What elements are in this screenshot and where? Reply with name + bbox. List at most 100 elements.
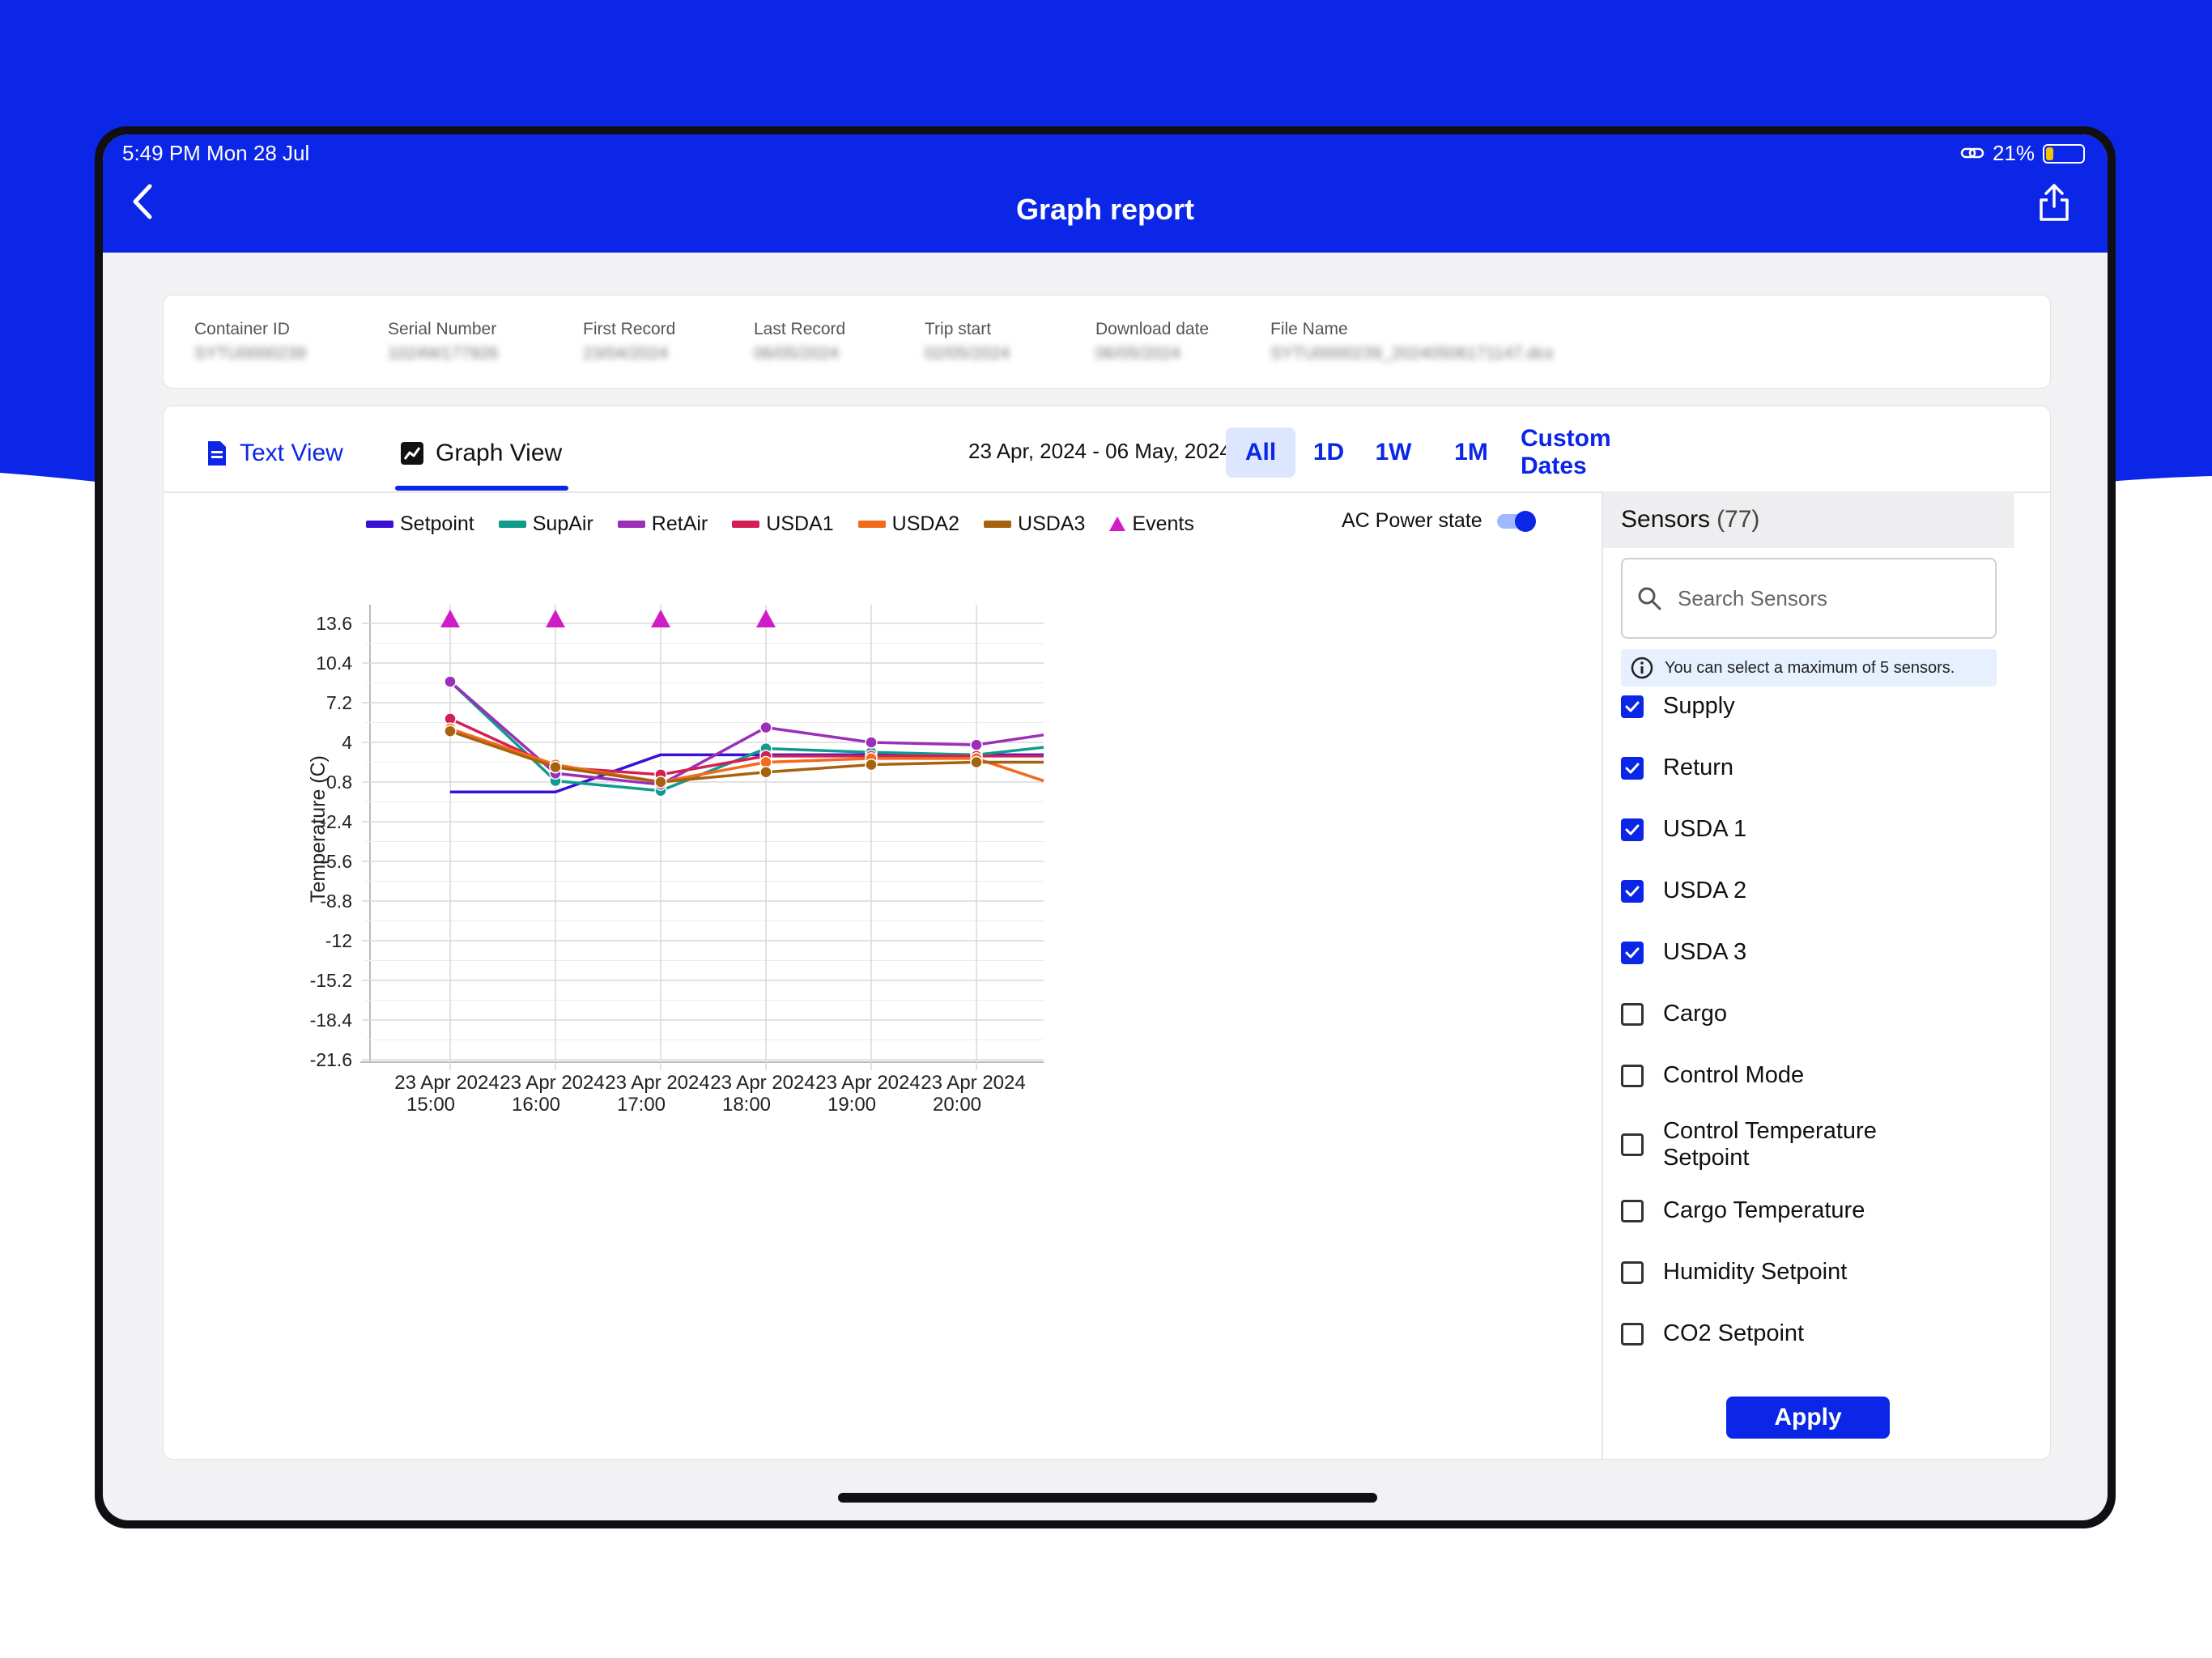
event-marker-icon xyxy=(440,610,460,627)
legend-retair[interactable]: RetAir xyxy=(617,512,708,536)
checkmark-icon xyxy=(1625,701,1640,712)
y-tick-label: 0.8 xyxy=(326,772,352,793)
sensor-item[interactable]: USDA 2 xyxy=(1621,878,2001,904)
checkbox-checked[interactable] xyxy=(1621,756,1644,780)
legend-swatch xyxy=(366,520,393,528)
y-tick-label: -18.4 xyxy=(310,1010,353,1031)
y-tick-label: -5.6 xyxy=(320,851,352,872)
checkbox-unchecked[interactable] xyxy=(1621,1002,1644,1026)
sensors-header: Sensors (77) xyxy=(1603,491,2014,548)
search-icon xyxy=(1638,587,1661,610)
checkbox-checked[interactable] xyxy=(1621,879,1644,903)
x-tick-label: 23 Apr 2024 xyxy=(394,1072,499,1094)
x-tick-label: 23 Apr 2024 xyxy=(500,1072,604,1094)
legend-usda1[interactable]: USDA1 xyxy=(732,512,834,536)
sensor-label: Control Temperature Setpoint xyxy=(1663,1118,1877,1171)
range-1w-button[interactable]: 1W xyxy=(1375,439,1412,466)
apply-button[interactable]: Apply xyxy=(1726,1397,1890,1439)
sensor-note-text: You can select a maximum of 5 sensors. xyxy=(1665,658,1955,677)
sensor-item[interactable]: USDA 1 xyxy=(1621,816,2001,843)
y-tick-label: -2.4 xyxy=(320,811,352,832)
legend-usda3[interactable]: USDA3 xyxy=(984,512,1085,536)
legend-supair[interactable]: SupAir xyxy=(498,512,593,536)
data-point xyxy=(444,675,457,688)
sensors-count: (77) xyxy=(1716,506,1760,533)
share-button[interactable] xyxy=(2033,180,2075,225)
back-button[interactable] xyxy=(122,181,163,222)
sensor-item[interactable]: Supply xyxy=(1621,693,2001,720)
checkbox-checked[interactable] xyxy=(1621,695,1644,718)
checkbox-unchecked[interactable] xyxy=(1621,1261,1644,1284)
sensor-search-box[interactable] xyxy=(1621,558,1997,639)
sensor-label: Humidity Setpoint xyxy=(1663,1259,1848,1285)
sensor-item[interactable]: Return xyxy=(1621,755,2001,781)
page-title: Graph report xyxy=(1015,193,1195,226)
data-point xyxy=(759,766,772,779)
x-tick-label: 19:00 xyxy=(827,1094,876,1116)
checkmark-icon xyxy=(1625,886,1640,896)
y-tick-label: -8.8 xyxy=(320,891,352,912)
sensor-item[interactable]: Control Temperature Setpoint xyxy=(1621,1118,2001,1171)
sensor-label: Return xyxy=(1663,755,1734,780)
sensor-item[interactable]: CO2 Setpoint xyxy=(1621,1320,2001,1347)
range-1d-button[interactable]: 1D xyxy=(1312,439,1345,466)
info-label: Trip start xyxy=(925,320,992,338)
legend-swatch xyxy=(984,520,1012,528)
data-point xyxy=(970,755,983,769)
x-tick-label: 23 Apr 2024 xyxy=(815,1072,920,1094)
tab-text-view[interactable]: Text View xyxy=(206,429,343,478)
sensor-item[interactable]: Cargo Temperature xyxy=(1621,1197,2001,1224)
active-tab-indicator xyxy=(395,486,568,491)
sensor-item[interactable]: Cargo xyxy=(1621,1001,2001,1027)
legend-events[interactable]: Events xyxy=(1109,512,1194,536)
date-range-label: 23 Apr, 2024 - 06 May, 2024 xyxy=(968,439,1231,463)
legend-swatch xyxy=(732,520,760,528)
y-tick-label: 10.4 xyxy=(316,653,352,674)
legend-swatch xyxy=(498,520,526,528)
event-marker-icon xyxy=(546,610,565,627)
info-icon xyxy=(1631,657,1653,679)
document-icon xyxy=(208,441,226,466)
info-value: SYTU0000239_20240506171147.dcx xyxy=(1270,344,1554,363)
status-indicators: 21% xyxy=(1960,141,2085,166)
custom-dates-button[interactable]: Custom Dates xyxy=(1521,425,1611,479)
chart-legend: Setpoint SupAir RetAir USDA1 USDA2 USDA3… xyxy=(366,508,1194,540)
checkbox-unchecked[interactable] xyxy=(1621,1133,1644,1156)
range-all-button[interactable]: All xyxy=(1226,427,1295,478)
checkbox-checked[interactable] xyxy=(1621,818,1644,841)
checkbox-unchecked[interactable] xyxy=(1621,1064,1644,1087)
sensor-item[interactable]: USDA 3 xyxy=(1621,939,2001,966)
y-tick-label: 13.6 xyxy=(316,613,352,634)
y-axis-title: Temperature (C) xyxy=(307,755,330,903)
view-tabs-row: Text View Graph View 23 Apr, 2024 - 06 M… xyxy=(164,406,2050,493)
toggle-knob xyxy=(1514,510,1536,532)
tab-label: Graph View xyxy=(436,440,563,466)
link-icon xyxy=(1960,141,1984,166)
checkbox-unchecked[interactable] xyxy=(1621,1199,1644,1222)
info-file-name: File Name SYTU0000239_20240506171147.dcx xyxy=(1270,320,1554,363)
sensor-item[interactable]: Humidity Setpoint xyxy=(1621,1259,2001,1286)
x-tick-label: 16:00 xyxy=(512,1094,560,1116)
info-label: Last Record xyxy=(754,320,846,338)
ac-power-toggle[interactable] xyxy=(1496,510,1536,532)
legend-label: USDA3 xyxy=(1018,512,1086,535)
triangle-icon xyxy=(1109,517,1126,531)
legend-usda2[interactable]: USDA2 xyxy=(857,512,959,536)
y-tick-label: -21.6 xyxy=(310,1049,352,1070)
legend-setpoint[interactable]: Setpoint xyxy=(366,512,474,536)
status-time: 5:49 PM Mon 28 Jul xyxy=(122,141,310,165)
checkbox-checked[interactable] xyxy=(1621,941,1644,964)
info-value: 1024W177926 xyxy=(388,344,499,363)
checkbox-unchecked[interactable] xyxy=(1621,1322,1644,1346)
sensor-search-input[interactable] xyxy=(1676,585,1971,612)
info-value: 06/05/2024 xyxy=(1095,344,1181,363)
legend-swatch xyxy=(617,520,645,528)
series-line-retair xyxy=(449,680,1044,786)
sensor-item[interactable]: Control Mode xyxy=(1621,1062,2001,1089)
legend-label: Events xyxy=(1132,512,1194,535)
data-point xyxy=(865,736,878,749)
info-last-record: Last Record 06/05/2024 xyxy=(754,320,846,363)
tab-graph-view[interactable]: Graph View xyxy=(400,429,562,478)
range-1m-button[interactable]: 1M xyxy=(1454,439,1488,466)
checkmark-icon xyxy=(1625,824,1640,835)
